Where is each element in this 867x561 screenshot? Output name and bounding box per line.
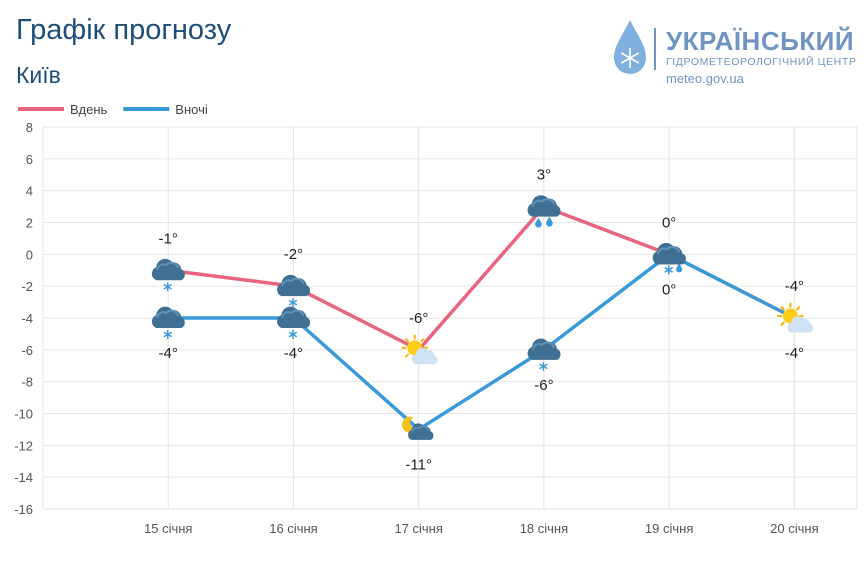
temperature-label-night: -6° bbox=[534, 377, 553, 394]
x-tick-label: 17 січня bbox=[394, 521, 442, 536]
temperature-label-day: 0° bbox=[662, 214, 676, 231]
logo-url[interactable]: meteo.gov.ua bbox=[666, 71, 744, 86]
y-tick-label: -8 bbox=[21, 375, 33, 390]
y-tick-label: -14 bbox=[14, 470, 33, 485]
temperature-label-day: -6° bbox=[409, 310, 428, 327]
logo-subtitle: ГІДРОМЕТЕОРОЛОГІЧНИЙ ЦЕНТР bbox=[666, 56, 857, 68]
cloud-snow-icon bbox=[526, 337, 562, 371]
chart-legend: Вдень Вночі bbox=[18, 102, 208, 117]
logo-name: УКРАЇНСЬКИЙ bbox=[666, 26, 855, 56]
temperature-label-day: -1° bbox=[159, 230, 178, 247]
y-tick-label: -2 bbox=[21, 279, 33, 294]
cloud-part bbox=[276, 273, 312, 298]
y-tick-label: -12 bbox=[14, 438, 33, 453]
flake-part bbox=[288, 330, 298, 339]
flake-part bbox=[163, 330, 173, 339]
cloud-part bbox=[150, 257, 186, 282]
x-tick-label: 20 січня bbox=[770, 521, 818, 536]
series-line-0 bbox=[168, 204, 796, 352]
cloud-rain-snow-icon bbox=[651, 241, 687, 275]
y-tick-label: -10 bbox=[14, 407, 33, 422]
temperature-label-day: -2° bbox=[284, 246, 303, 263]
temperature-label-night: -11° bbox=[405, 456, 432, 473]
y-tick-label: 2 bbox=[26, 216, 33, 231]
cloud-part bbox=[651, 241, 687, 266]
drop-part bbox=[676, 263, 683, 273]
legend-label-1[interactable]: Вночі bbox=[175, 102, 208, 117]
cloud-part bbox=[276, 305, 312, 329]
cloud-part bbox=[407, 422, 435, 441]
cloud-part bbox=[526, 194, 562, 218]
flake-part bbox=[664, 265, 674, 275]
x-tick-label: 15 січня bbox=[144, 521, 192, 536]
temperature-label-day: 3° bbox=[537, 167, 551, 184]
chart-title: Графік прогнозу bbox=[16, 14, 232, 46]
flake-part bbox=[163, 282, 173, 292]
y-axis-ticks: 8 6 4 2 0 -2 -4 -6 -8 -10 -12 -14 -16 bbox=[14, 120, 33, 517]
cloud-snow-icon bbox=[276, 273, 312, 308]
chart-grid bbox=[42, 126, 858, 510]
temperature-labels: -1° -2° -6° 3° 0° -4° -4° -4° -11° -6° 0° -4° bbox=[159, 167, 804, 474]
x-tick-label: 16 січня bbox=[269, 521, 317, 536]
x-tick-label: 19 січня bbox=[645, 521, 693, 536]
y-tick-label: 0 bbox=[26, 247, 33, 262]
drop-part bbox=[546, 216, 553, 227]
y-tick-label: 4 bbox=[26, 184, 33, 199]
temperature-label-night: -4° bbox=[785, 345, 804, 362]
x-axis-ticks: 15 січня 16 січня 17 січня 18 січня 19 січня… bbox=[144, 521, 819, 536]
flake-part bbox=[288, 298, 298, 308]
y-tick-label: -16 bbox=[14, 502, 33, 517]
y-tick-label: 6 bbox=[26, 152, 33, 167]
y-tick-label: 8 bbox=[26, 120, 33, 135]
city-name: Київ bbox=[16, 62, 61, 88]
y-tick-label: -4 bbox=[21, 311, 33, 326]
temperature-label-day: -4° bbox=[785, 278, 804, 295]
moon-cloud-icon bbox=[401, 416, 435, 441]
temperature-label-night: -4° bbox=[159, 345, 178, 362]
drop-part bbox=[535, 217, 542, 228]
x-tick-label: 18 січня bbox=[520, 521, 568, 536]
logo-divider bbox=[654, 28, 656, 70]
water-drop-snowflake-icon bbox=[614, 20, 646, 74]
meteo-logo[interactable]: УКРАЇНСЬКИЙ ГІДРОМЕТЕОРОЛОГІЧНИЙ ЦЕНТР m… bbox=[610, 18, 860, 88]
y-tick-label: -6 bbox=[21, 343, 33, 358]
temperature-label-night: 0° bbox=[662, 281, 676, 298]
cloud-part bbox=[150, 305, 186, 329]
temperature-label-night: -4° bbox=[284, 345, 303, 362]
cloud-snow-icon bbox=[276, 305, 312, 339]
flake-part bbox=[538, 361, 548, 371]
legend-label-0[interactable]: Вдень bbox=[70, 102, 108, 117]
series-line-1 bbox=[168, 252, 796, 432]
cloud-snow-icon bbox=[150, 305, 186, 339]
